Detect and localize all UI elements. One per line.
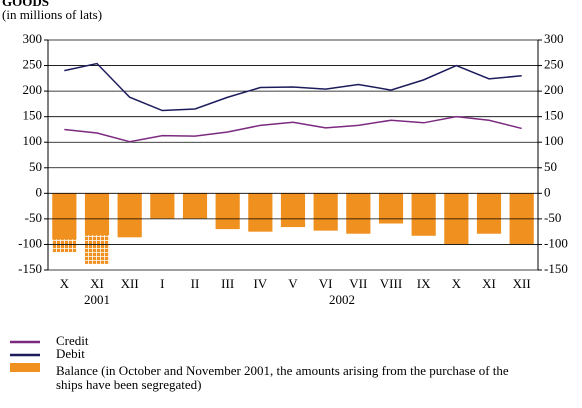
- bar: [117, 193, 142, 238]
- legend-swatch: [10, 363, 40, 372]
- y-tick-label: -100: [18, 235, 42, 250]
- x-tick-label: X: [452, 276, 462, 291]
- x-tick-label: XI: [482, 276, 496, 291]
- x-tick-label: IV: [253, 276, 267, 291]
- x-tick-label: V: [288, 276, 298, 291]
- bar: [411, 193, 436, 236]
- y-tick-label: 50: [29, 159, 42, 174]
- y2-tick-label: -100: [544, 235, 568, 250]
- bar: [150, 193, 175, 219]
- bar: [248, 193, 273, 232]
- y-tick-label: -50: [25, 210, 42, 225]
- bar: [476, 193, 502, 234]
- x-tick-label: X: [60, 276, 70, 291]
- bar: [378, 193, 404, 224]
- chart-subtitle: (in millions of lats): [2, 7, 102, 22]
- y2-tick-label: 0: [544, 184, 551, 199]
- x-tick-label: II: [191, 276, 200, 291]
- bar: [52, 239, 77, 253]
- x-tick-label: XI: [90, 276, 104, 291]
- y-tick-label: 150: [23, 108, 43, 123]
- y2-tick-label: 150: [544, 108, 564, 123]
- y2-tick-label: -150: [544, 261, 568, 276]
- x-group-label: 2001: [84, 292, 110, 307]
- y2-tick-label: 250: [544, 57, 564, 72]
- x-tick-label: VIII: [380, 276, 402, 291]
- x-tick-label: I: [160, 276, 164, 291]
- y-tick-label: 250: [23, 57, 43, 72]
- y-tick-label: 200: [23, 82, 43, 97]
- bar: [84, 193, 110, 236]
- y2-tick-label: 100: [544, 133, 564, 148]
- bar: [313, 193, 338, 231]
- x-tick-label: VII: [349, 276, 367, 291]
- y-tick-label: -150: [18, 261, 42, 276]
- y-tick-label: 100: [23, 133, 43, 148]
- legend-label: Credit: [56, 333, 89, 348]
- y2-tick-label: 200: [544, 82, 564, 97]
- x-tick-label: XII: [513, 276, 531, 291]
- legend-label: Debit: [56, 346, 85, 361]
- bar: [52, 193, 77, 240]
- x-tick-label: IX: [417, 276, 431, 291]
- bar: [215, 193, 240, 230]
- bar: [346, 193, 371, 234]
- bar: [280, 193, 306, 228]
- x-tick-label: XII: [121, 276, 139, 291]
- line: [64, 115, 522, 143]
- line: [64, 62, 522, 112]
- y2-tick-label: 300: [544, 31, 564, 46]
- y-tick-label: 300: [23, 31, 43, 46]
- chart-title: GOODS: [2, 0, 49, 9]
- y2-tick-label: -50: [544, 210, 561, 225]
- bar: [182, 193, 208, 219]
- y-tick-label: 0: [36, 184, 43, 199]
- x-group-label: 2002: [329, 292, 355, 307]
- y2-tick-label: 50: [544, 159, 557, 174]
- x-tick-label: VI: [319, 276, 333, 291]
- x-tick-label: III: [221, 276, 234, 291]
- bar: [84, 235, 110, 264]
- legend-label: Balance (in October and November 2001, t…: [56, 363, 509, 392]
